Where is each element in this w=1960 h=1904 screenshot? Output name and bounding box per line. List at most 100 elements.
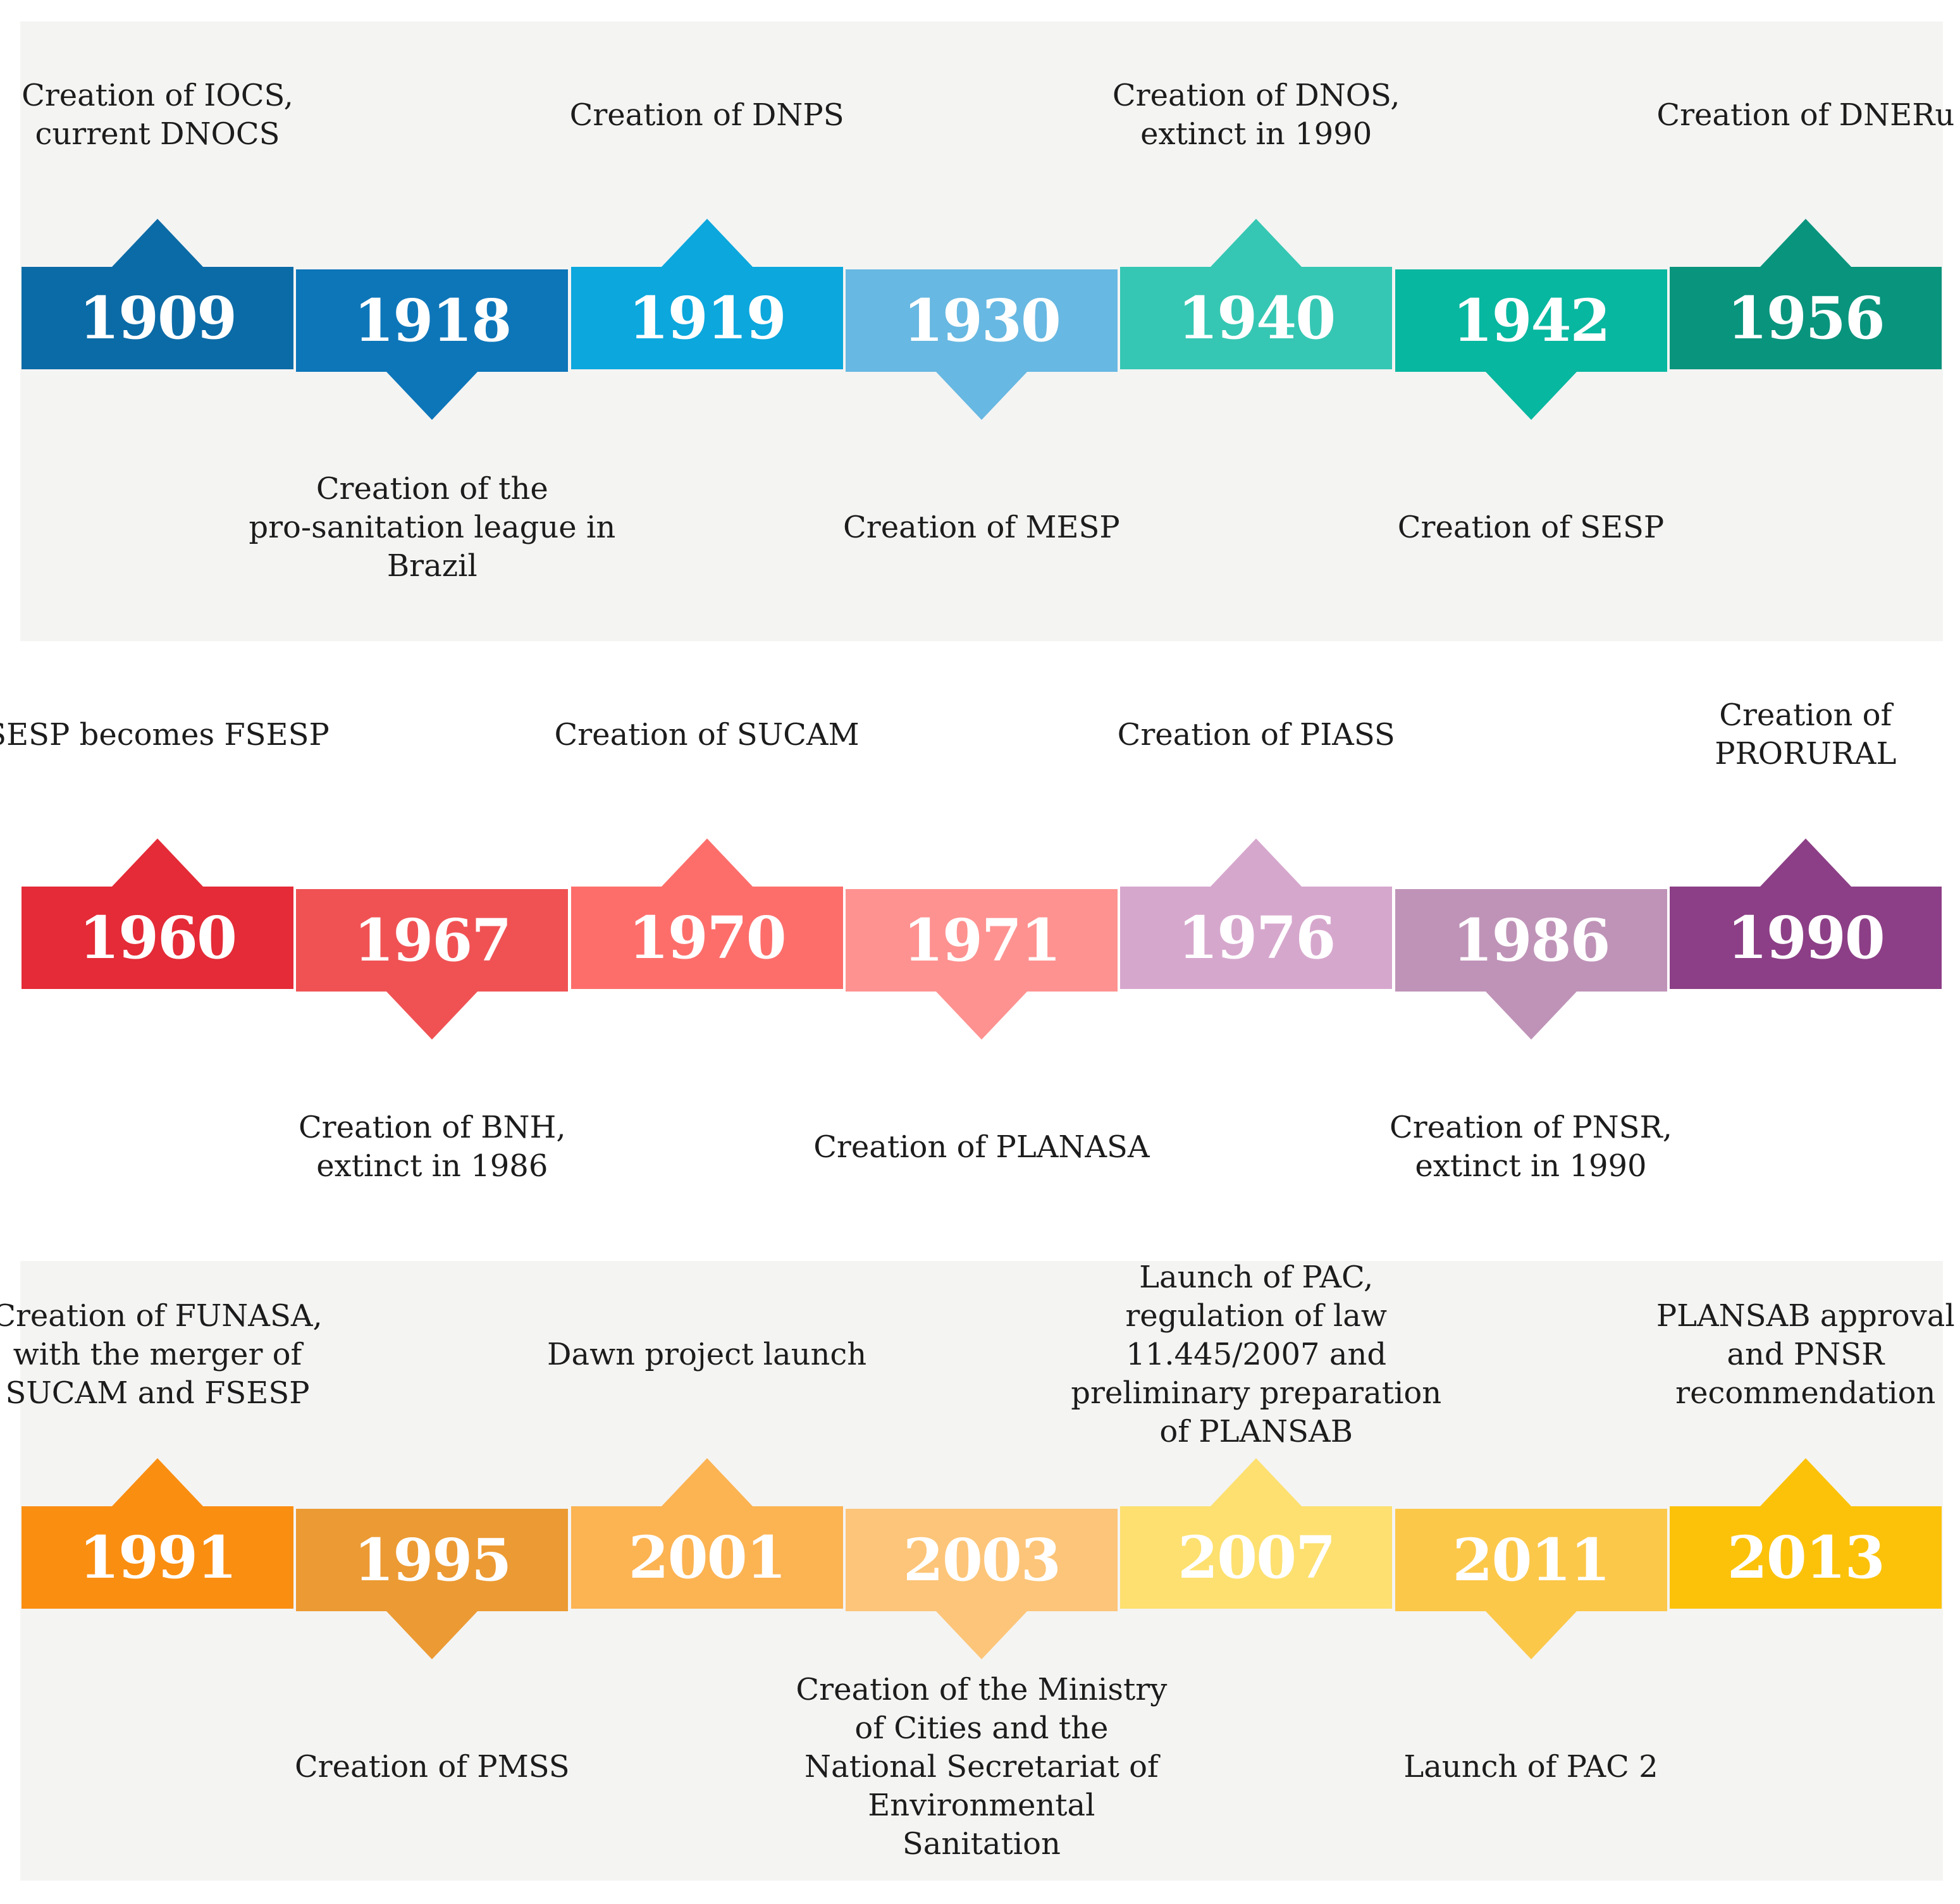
- event-label-line: Environmental: [868, 1787, 1095, 1823]
- event-label-line: Dawn project launch: [546, 1336, 867, 1372]
- event-label-line: Creation of MESP: [843, 509, 1120, 545]
- event-label-line: and PNSR: [1727, 1336, 1885, 1372]
- year-marker-2007: 2007: [1120, 1506, 1393, 1609]
- year-marker-1909: 1909: [22, 267, 293, 369]
- pointer-up-1940: [1211, 219, 1302, 267]
- event-label-line: Sanitation: [902, 1826, 1061, 1862]
- event-label-line: National Secretariat of: [804, 1748, 1159, 1784]
- year-marker-1940: 1940: [1120, 267, 1393, 369]
- year-marker-1956: 1956: [1669, 267, 1942, 369]
- pointer-down-2011: [1485, 1611, 1577, 1659]
- event-label-1971: Creation of PLANASA: [786, 1128, 1178, 1167]
- event-label-line: Creation of IOCS,: [22, 78, 293, 113]
- year-marker-2003: 2003: [845, 1509, 1118, 1611]
- event-label-1909: Creation of IOCS, current DNOCS: [0, 77, 354, 154]
- year-marker-1960: 1960: [22, 887, 293, 989]
- event-label-1991: Creation of FUNASA, with the merger of SUC…: [0, 1297, 354, 1413]
- year-marker-2013: 2013: [1669, 1506, 1942, 1609]
- event-label-1940: Creation of DNOS, extinct in 1990: [1060, 77, 1452, 154]
- pointer-up-1919: [661, 219, 753, 267]
- year-marker-1919: 1919: [570, 267, 843, 369]
- event-label-line: Creation of the Ministry: [796, 1671, 1168, 1707]
- year-marker-2011: 2011: [1395, 1509, 1667, 1611]
- event-label-1970: Creation of SUCAM: [511, 716, 903, 754]
- year-marker-1970: 1970: [570, 887, 843, 989]
- event-label-line: extinct in 1986: [316, 1148, 548, 1184]
- event-label-1919: Creation of DNPS: [511, 96, 903, 135]
- event-label-line: Launch of PAC 2: [1403, 1748, 1658, 1784]
- event-label-line: preliminary preparation: [1071, 1375, 1442, 1411]
- year-marker-1967: 1967: [296, 889, 569, 992]
- event-label-line: current DNOCS: [35, 116, 280, 152]
- pointer-up-1976: [1211, 838, 1302, 887]
- event-label-1995: Creation of PMSS: [236, 1748, 628, 1786]
- pointer-up-2001: [661, 1458, 753, 1506]
- event-label-line: PRORURAL: [1715, 736, 1897, 771]
- event-label-line: Creation of: [1719, 697, 1892, 733]
- pointer-down-1971: [935, 992, 1027, 1040]
- event-label-line: Creation of the: [316, 470, 548, 507]
- year-marker-1971: 1971: [845, 889, 1118, 992]
- event-label-line: Launch of PAC,: [1139, 1259, 1374, 1295]
- event-label-line: Creation of PNSR,: [1390, 1110, 1672, 1145]
- event-label-line: 11.445/2007 and: [1126, 1336, 1387, 1372]
- event-label-line: Creation of SUCAM: [554, 716, 860, 752]
- event-label-1942: Creation of SESP: [1335, 508, 1727, 547]
- pointer-up-1956: [1760, 219, 1851, 267]
- event-label-line: Creation of BNH,: [298, 1110, 566, 1145]
- pointer-up-1970: [661, 838, 753, 887]
- pointer-down-1986: [1485, 992, 1577, 1040]
- event-label-line: of Cities and the: [854, 1710, 1109, 1746]
- event-label-line: recommendation: [1675, 1375, 1936, 1411]
- event-label-line: Creation of DNOS,: [1112, 78, 1400, 113]
- event-label-1930: Creation of MESP: [786, 508, 1178, 547]
- event-label-line: SUCAM and FSESP: [5, 1375, 310, 1411]
- pointer-up-1909: [112, 219, 203, 267]
- event-label-1986: Creation of PNSR, extinct in 1990: [1335, 1109, 1727, 1186]
- event-label-line: Creation of PLANASA: [813, 1129, 1150, 1165]
- year-marker-1995: 1995: [296, 1509, 569, 1611]
- event-label-line: with the merger of: [13, 1336, 302, 1372]
- pointer-up-1990: [1760, 838, 1851, 887]
- event-label-2003: Creation of the Ministry of Cities and th…: [786, 1671, 1178, 1864]
- event-label-line: Creation of PIASS: [1117, 716, 1395, 752]
- pointer-up-1991: [112, 1458, 203, 1506]
- year-marker-1991: 1991: [22, 1506, 293, 1609]
- event-label-line: regulation of law: [1125, 1298, 1388, 1334]
- event-label-line: of PLANSAB: [1159, 1413, 1353, 1449]
- pointer-down-1918: [386, 372, 478, 420]
- event-label-line: Brazil: [386, 548, 478, 584]
- event-label-1918: Creation of the pro-sanitation league in B…: [236, 470, 628, 586]
- pointer-down-1967: [386, 992, 478, 1040]
- pointer-up-2007: [1211, 1458, 1302, 1506]
- year-marker-1976: 1976: [1120, 887, 1393, 989]
- event-label-line: Creation of FUNASA,: [0, 1298, 323, 1334]
- event-label-1990: Creation of PRORURAL: [1610, 696, 1960, 773]
- event-label-line: Creation of DNERu: [1656, 97, 1955, 133]
- event-label-2011: Launch of PAC 2: [1335, 1748, 1727, 1786]
- event-label-line: extinct in 1990: [1140, 116, 1372, 152]
- event-label-1960: SESP becomes FSESP: [0, 716, 354, 754]
- event-label-line: PLANSAB approval: [1656, 1298, 1955, 1334]
- event-label-2001: Dawn project launch: [511, 1336, 903, 1374]
- year-marker-1918: 1918: [296, 269, 569, 372]
- event-label-line: Creation of DNPS: [569, 97, 844, 133]
- year-marker-1990: 1990: [1669, 887, 1942, 989]
- year-marker-1942: 1942: [1395, 269, 1667, 372]
- pointer-down-1942: [1485, 372, 1577, 420]
- year-marker-1930: 1930: [845, 269, 1118, 372]
- event-label-1976: Creation of PIASS: [1060, 716, 1452, 754]
- pointer-up-1960: [112, 838, 203, 887]
- pointer-down-1995: [386, 1611, 478, 1659]
- event-label-1967: Creation of BNH, extinct in 1986: [236, 1109, 628, 1186]
- event-label-1956: Creation of DNERu: [1610, 96, 1960, 135]
- event-label-line: Creation of PMSS: [294, 1748, 570, 1784]
- event-label-line: SESP becomes FSESP: [0, 716, 330, 752]
- event-label-line: Creation of SESP: [1397, 509, 1665, 545]
- event-label-2013: PLANSAB approval and PNSR recommendation: [1610, 1297, 1960, 1413]
- pointer-up-2013: [1760, 1458, 1851, 1506]
- year-marker-1986: 1986: [1395, 889, 1667, 992]
- event-label-line: extinct in 1990: [1415, 1148, 1647, 1184]
- pointer-down-1930: [935, 372, 1027, 420]
- event-label-2007: Launch of PAC, regulation of law 11.445/20…: [1060, 1258, 1452, 1451]
